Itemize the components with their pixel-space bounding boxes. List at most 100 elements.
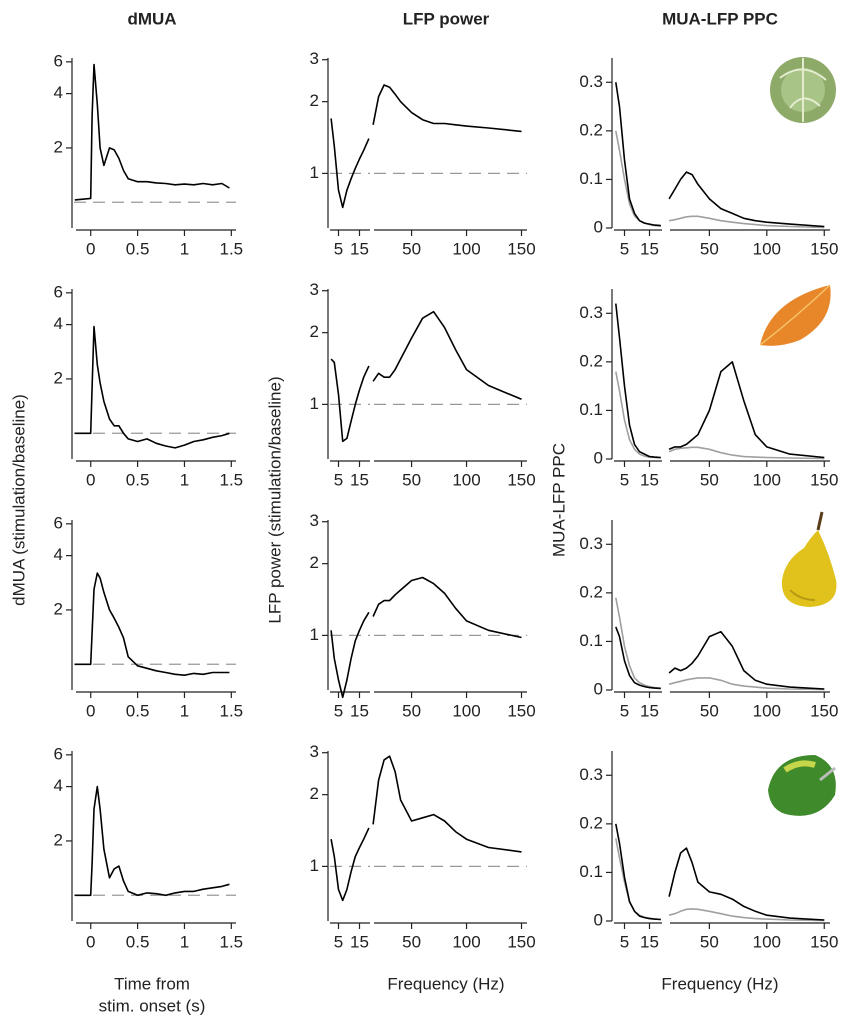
x-tick-label: 0 bbox=[86, 239, 95, 258]
y-tick-label: 0.3 bbox=[579, 534, 603, 553]
x-tick-label: 150 bbox=[810, 239, 838, 258]
data-line bbox=[615, 82, 661, 227]
x-tick-label: 100 bbox=[452, 932, 480, 951]
cabbage-image bbox=[770, 57, 836, 123]
data-line bbox=[668, 171, 825, 228]
panel: dMUA (stimulation/baseline) 2 4 6 0 0.5 1 1.5 bbox=[9, 394, 243, 720]
y-tick-label: 3 bbox=[310, 742, 319, 761]
data-line bbox=[615, 371, 661, 459]
data-line bbox=[668, 361, 825, 459]
x-tick-label: 50 bbox=[700, 239, 719, 258]
x-tick-label: 5 bbox=[334, 932, 343, 951]
y-tick-label: 1 bbox=[310, 394, 319, 413]
x-tick-label: 50 bbox=[402, 470, 421, 489]
data-line bbox=[372, 576, 522, 639]
x-tick-label: 5 bbox=[620, 701, 629, 720]
data-line bbox=[74, 785, 230, 897]
stimulus-images bbox=[759, 57, 837, 816]
x-tick-label: 50 bbox=[402, 701, 421, 720]
x-tick-label: 5 bbox=[620, 239, 629, 258]
data-line bbox=[668, 908, 825, 922]
x-tick-label: 0.5 bbox=[126, 239, 150, 258]
x-tick-label: 1 bbox=[180, 932, 189, 951]
x-tick-label: 50 bbox=[700, 701, 719, 720]
y-tick-label: 0.3 bbox=[579, 303, 603, 322]
panel: dMUA 2 4 6 0 0.5 1 1.5 bbox=[54, 9, 244, 258]
x-tick-label: 150 bbox=[507, 239, 535, 258]
y-tick-label: 1 bbox=[310, 856, 319, 875]
panel: LFP power 1 2 3 5 15 50 100 150 bbox=[310, 9, 536, 258]
panel: 0 0.1 0.2 0.3 5 15 50 100 150 bbox=[579, 289, 838, 489]
x-tick-label: 1.5 bbox=[219, 239, 243, 258]
y-tick-label: 1 bbox=[310, 625, 319, 644]
x-tick-label: 100 bbox=[753, 239, 781, 258]
y-axis-label: MUA-LFP PPC bbox=[549, 443, 568, 557]
data-line bbox=[330, 358, 370, 443]
data-line bbox=[668, 630, 825, 690]
x-tick-label: 50 bbox=[700, 470, 719, 489]
y-tick-label: 2 bbox=[54, 830, 63, 849]
x-tick-label: 150 bbox=[507, 470, 535, 489]
x-tick-label: 100 bbox=[753, 701, 781, 720]
x-tick-label: 1 bbox=[180, 470, 189, 489]
y-tick-label: 2 bbox=[54, 137, 63, 156]
x-tick-label: 15 bbox=[640, 470, 659, 489]
y-tick-label: 0.2 bbox=[579, 813, 603, 832]
y-tick-label: 0.3 bbox=[579, 72, 603, 91]
y-tick-label: 0.2 bbox=[579, 351, 603, 370]
y-tick-label: 0.2 bbox=[579, 120, 603, 139]
panel: Time from stim. onset (s) 2 4 6 0 0.5 1 1.5 bbox=[54, 744, 244, 1015]
column-title: MUA-LFP PPC bbox=[662, 9, 778, 28]
x-tick-label: 100 bbox=[753, 932, 781, 951]
x-tick-label: 0 bbox=[86, 932, 95, 951]
data-line bbox=[615, 823, 661, 921]
data-line bbox=[668, 677, 825, 691]
x-tick-label: 1.5 bbox=[219, 932, 243, 951]
data-line bbox=[615, 626, 661, 690]
x-tick-label: 15 bbox=[640, 932, 659, 951]
orange-leaf-image bbox=[759, 284, 831, 346]
x-tick-label: 15 bbox=[350, 470, 369, 489]
data-line bbox=[615, 597, 661, 689]
panel: 1 2 3 5 15 50 100 150 bbox=[310, 280, 536, 489]
y-tick-label: 4 bbox=[54, 776, 63, 795]
y-tick-label: 2 bbox=[54, 368, 63, 387]
y-tick-label: 6 bbox=[54, 744, 63, 763]
x-tick-label: 150 bbox=[810, 701, 838, 720]
y-tick-label: 1 bbox=[310, 163, 319, 182]
x-tick-label: 15 bbox=[640, 239, 659, 258]
x-tick-label: 5 bbox=[334, 470, 343, 489]
x-tick-label: 100 bbox=[452, 470, 480, 489]
x-axis-label: Frequency (Hz) bbox=[387, 974, 504, 993]
x-tick-label: 100 bbox=[753, 470, 781, 489]
x-tick-label: 5 bbox=[334, 701, 343, 720]
y-tick-label: 6 bbox=[54, 51, 63, 70]
x-tick-label: 1.5 bbox=[219, 470, 243, 489]
x-tick-label: 0.5 bbox=[126, 932, 150, 951]
x-tick-label: 50 bbox=[402, 239, 421, 258]
data-line bbox=[668, 446, 825, 460]
x-tick-label: 15 bbox=[350, 932, 369, 951]
y-axis-label: LFP power (stimulation/baseline) bbox=[265, 376, 284, 623]
y-tick-label: 4 bbox=[54, 545, 63, 564]
panel: 2 4 6 0 0.5 1 1.5 bbox=[54, 282, 244, 489]
y-tick-label: 0.3 bbox=[579, 765, 603, 784]
y-tick-label: 2 bbox=[310, 784, 319, 803]
y-tick-label: 6 bbox=[54, 282, 63, 301]
x-axis-label: Time from bbox=[114, 974, 190, 993]
x-axis-label: stim. onset (s) bbox=[99, 996, 206, 1015]
x-tick-label: 100 bbox=[452, 701, 480, 720]
y-tick-label: 0 bbox=[594, 217, 603, 236]
panel: Frequency (Hz) 1 2 3 5 15 50 100 150 bbox=[310, 742, 536, 993]
x-axis-label: Frequency (Hz) bbox=[661, 974, 778, 993]
y-tick-label: 0 bbox=[594, 679, 603, 698]
y-tick-label: 4 bbox=[54, 83, 63, 102]
data-line bbox=[372, 310, 522, 401]
data-line bbox=[668, 215, 825, 229]
data-line bbox=[74, 572, 230, 676]
y-tick-label: 0.1 bbox=[579, 862, 603, 881]
panel: Frequency (Hz) 0 0.1 0.2 0.3 5 15 50 100 150 bbox=[579, 751, 838, 993]
y-tick-label: 4 bbox=[54, 314, 63, 333]
data-line bbox=[615, 838, 661, 921]
